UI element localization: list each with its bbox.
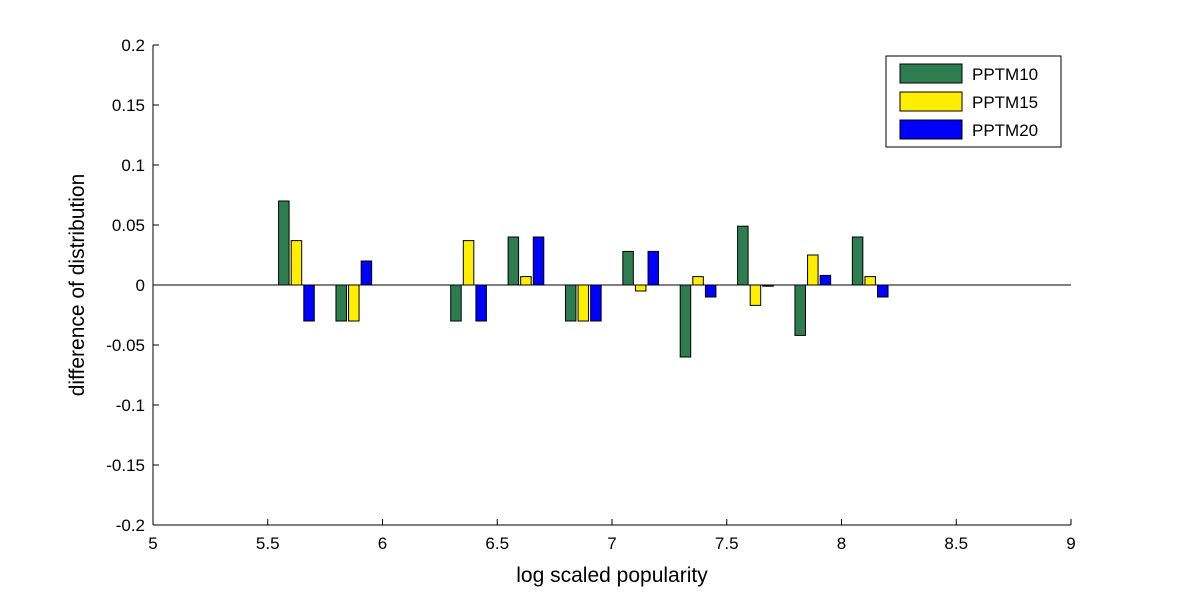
x-tick-label-8: 9 [1066, 534, 1075, 553]
x-tick-label-4: 7 [607, 534, 616, 553]
axes-layer: 5 5.5 6 6.5 7 7.5 8 8.5 9 -0.2 -0.15 -0.1 -0.05 0 0.05… [106, 36, 1075, 553]
bar-pptm15-4 [577, 284, 590, 322]
bar-pptm20-8 [819, 274, 832, 286]
bar-pptm10-2 [450, 284, 462, 322]
bar-pptm15-5 [634, 284, 647, 292]
legend-label-pptm15: PPTM15 [972, 93, 1038, 112]
x-tick-label-1: 5.5 [256, 534, 280, 553]
bar-pptm15-8 [807, 254, 819, 286]
bar-pptm20-4 [590, 284, 602, 322]
bar-pptm10-7 [737, 225, 749, 286]
bar-pptm15-3 [520, 276, 532, 286]
bar-pptm20-1 [360, 260, 373, 286]
y-tick-label-3: -0.05 [106, 336, 145, 355]
bar-pptm20-3 [532, 236, 545, 286]
y-tick-label-1: -0.15 [106, 456, 145, 475]
bar-pptm10-9 [851, 236, 864, 286]
bar-pptm10-1 [335, 284, 347, 322]
bar-pptm10-0 [278, 200, 290, 286]
x-tick-label-3: 6.5 [485, 534, 509, 553]
bar-pptm20-2 [475, 284, 487, 322]
legend-label-pptm10: PPTM10 [972, 65, 1038, 84]
bar-pptm15-1 [348, 284, 360, 322]
y-tick-label-0: -0.2 [116, 516, 145, 535]
bar-pptm20-5 [647, 250, 660, 286]
y-tick-label-5: 0.05 [112, 216, 145, 235]
bar-pptm20-9 [877, 284, 889, 298]
x-axis-label: log scaled popularity [516, 564, 708, 587]
legend-swatch-pptm20 [899, 119, 963, 140]
bar-pptm15-0 [290, 240, 303, 286]
x-tick-label-2: 6 [378, 534, 387, 553]
legend-swatch-pptm10 [899, 63, 963, 84]
y-tick-label-7: 0.15 [112, 96, 145, 115]
y-tick-label-4: 0 [136, 276, 145, 295]
x-tick-label-6: 8 [837, 534, 846, 553]
bar-pptm10-4 [564, 284, 577, 322]
bar-pptm20-6 [704, 284, 717, 298]
bar-pptm15-2 [462, 240, 475, 286]
y-tick-label-6: 0.1 [121, 156, 145, 175]
bar-pptm10-3 [507, 236, 520, 286]
bar-pptm10-8 [794, 284, 806, 336]
bar-pptm15-9 [864, 276, 876, 286]
y-tick-label-2: -0.1 [116, 396, 145, 415]
legend: PPTM10 PPTM15 PPTM20 [885, 55, 1062, 148]
bar-pptm20-0 [303, 284, 315, 322]
y-tick-label-8: 0.2 [121, 36, 145, 55]
bar-pptm10-5 [622, 250, 634, 286]
x-tick-label-7: 8.5 [944, 534, 968, 553]
legend-swatch-pptm15 [899, 91, 963, 112]
bar-pptm15-7 [749, 284, 762, 306]
y-axis-label: difference of distribution [66, 174, 89, 397]
x-tick-label-0: 5 [148, 534, 157, 553]
bar-pptm15-6 [692, 276, 704, 286]
x-tick-label-5: 7.5 [715, 534, 739, 553]
legend-label-pptm20: PPTM20 [972, 121, 1038, 140]
bar-pptm10-6 [679, 284, 692, 358]
